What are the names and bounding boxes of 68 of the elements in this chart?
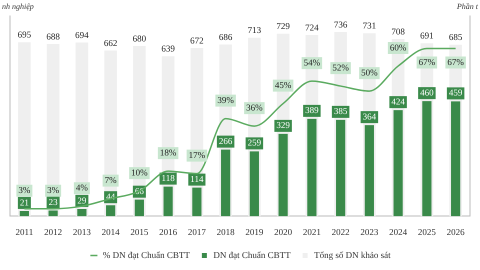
x-tick-label: 2018 [216, 226, 236, 237]
data-label: 10% [131, 168, 148, 178]
x-tick-label: 2020 [274, 226, 293, 237]
x-tick-label: 2014 [102, 226, 120, 237]
data-label: 39% [217, 94, 234, 105]
data-label: 385 [334, 106, 348, 116]
x-tick-label: 2019 [245, 226, 264, 237]
x-tick-label: 2025 [418, 226, 436, 237]
data-label: 118 [162, 173, 176, 184]
x-tick-label: 2023 [360, 226, 379, 237]
data-label: 460 [420, 87, 434, 98]
data-label: 21 [20, 197, 29, 208]
data-label: 691 [420, 30, 434, 41]
data-label: 686 [218, 32, 233, 42]
x-tick-label: 2024 [389, 226, 408, 237]
y-axis-title: nh nghiệp [2, 2, 34, 12]
x-tick-label: 2022 [332, 226, 350, 237]
data-label: 729 [276, 21, 290, 32]
data-label: 731 [362, 20, 376, 31]
x-tick-label: 2012 [44, 226, 62, 237]
data-label: 708 [391, 26, 406, 36]
data-label: 23 [48, 196, 58, 207]
data-label: 36% [246, 102, 264, 112]
x-tick-label: 2021 [302, 226, 321, 237]
data-label: 736 [334, 19, 348, 30]
data-label: 4% [76, 182, 88, 193]
data-label: 45% [274, 80, 292, 90]
data-label: 3% [18, 185, 31, 196]
data-label: 695 [18, 30, 32, 40]
bar [48, 210, 58, 216]
x-tick-label: 2015 [130, 226, 149, 237]
legend-label: Tổng số DN khảo sát [314, 250, 392, 260]
data-label: 7% [104, 175, 118, 186]
data-label: 29 [77, 195, 87, 206]
data-label: 459 [448, 88, 463, 98]
data-label: 662 [104, 38, 118, 48]
data-label: 67% [447, 56, 464, 67]
data-label: 3% [47, 185, 60, 196]
data-label: 694 [75, 30, 90, 40]
x-tick-label: 2016 [159, 226, 178, 237]
data-label: 259 [248, 138, 262, 148]
data-label: 639 [161, 44, 176, 54]
data-label: 114 [190, 174, 204, 184]
data-label: 424 [391, 96, 406, 106]
data-label: 688 [46, 31, 60, 42]
x-tick-label: 2017 [188, 226, 206, 237]
x-tick-label: 2013 [72, 226, 92, 237]
data-label: 17% [188, 150, 206, 160]
data-label: 60% [390, 42, 407, 52]
data-label: 50% [361, 67, 378, 78]
data-label: 389 [305, 105, 320, 116]
legend-label: DN đạt Chuẩn CBTT [213, 250, 292, 260]
data-label: 67% [418, 56, 436, 67]
data-label: 364 [362, 111, 377, 122]
data-label: 685 [448, 32, 463, 42]
data-label: 724 [305, 22, 320, 32]
legend-label: % DN đạt Chuẩn CBTT [102, 250, 190, 260]
data-label: 672 [190, 35, 204, 46]
data-label: 329 [276, 120, 290, 130]
data-label: 680 [132, 33, 147, 44]
x-tick-label: 2026 [446, 226, 466, 237]
data-label: 52% [332, 62, 350, 72]
x-tick-label: 2011 [16, 226, 34, 237]
data-label: 266 [218, 136, 233, 146]
data-label: 713 [248, 25, 262, 36]
y2-axis-title: Phần t [456, 2, 479, 12]
data-label: 54% [304, 57, 321, 68]
data-label: 18% [160, 148, 177, 158]
